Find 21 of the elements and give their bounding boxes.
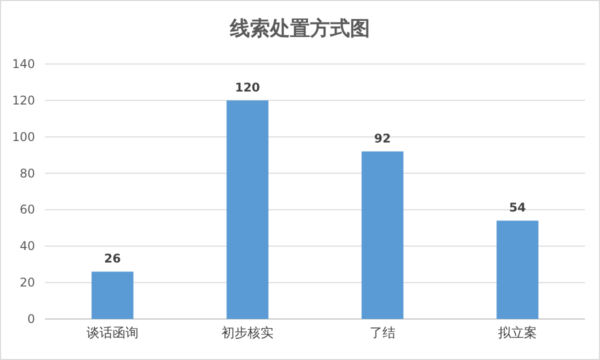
y-tick-label: 100 bbox=[12, 130, 35, 144]
y-tick-label: 20 bbox=[20, 276, 35, 290]
data-label: 92 bbox=[374, 131, 391, 146]
x-tick-label: 拟立案 bbox=[498, 325, 537, 341]
data-label: 26 bbox=[104, 252, 121, 266]
y-tick-label: 140 bbox=[12, 57, 35, 71]
bar bbox=[496, 220, 538, 319]
bar bbox=[92, 272, 134, 319]
chart-title: 线索处置方式图 bbox=[229, 16, 370, 40]
data-label: 54 bbox=[509, 200, 526, 215]
y-tick-label: 40 bbox=[20, 239, 35, 254]
x-tick-label: 了结 bbox=[370, 326, 396, 341]
data-label: 120 bbox=[234, 80, 260, 94]
y-tick-label: 80 bbox=[20, 166, 35, 180]
y-tick-label: 60 bbox=[20, 202, 35, 217]
x-tick-label: 初步核实 bbox=[222, 326, 274, 341]
x-tick-label: 谈话函询 bbox=[86, 326, 138, 341]
bar bbox=[226, 100, 268, 319]
bar bbox=[362, 151, 404, 319]
y-tick-label: 0 bbox=[27, 312, 35, 326]
y-tick-label: 120 bbox=[12, 93, 35, 108]
